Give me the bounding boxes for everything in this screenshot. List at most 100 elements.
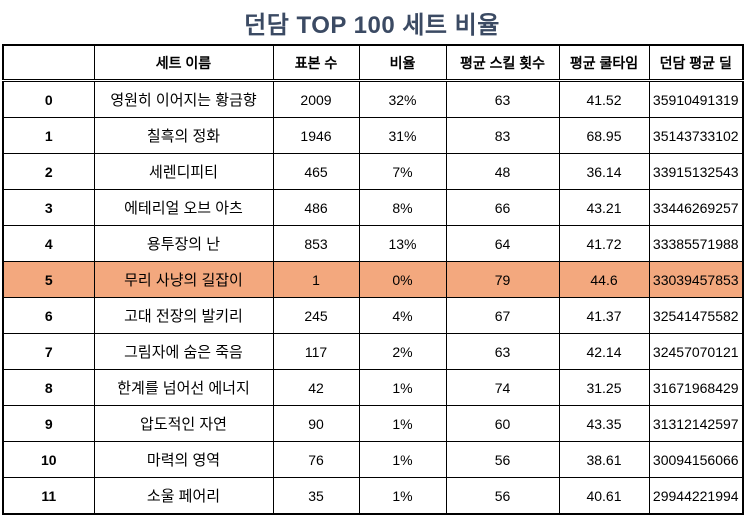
avg-cooldown-cell: 43.21 [558, 189, 650, 226]
dundam-avg-damage-cell: 29944221994 [648, 477, 744, 515]
set-name-cell: 압도적인 자연 [93, 405, 274, 442]
avg-cooldown-cell: 41.52 [558, 80, 650, 118]
ratio-cell: 1% [358, 477, 447, 515]
row-index: 9 [2, 405, 95, 442]
avg-skill-count-cell: 79 [445, 261, 560, 298]
ratio-cell: 8% [358, 189, 447, 226]
set-name-cell: 한계를 넘어선 에너지 [93, 369, 274, 406]
column-header-set-name: 세트 이름 [93, 44, 274, 82]
set-name-cell: 영원히 이어지는 황금향 [93, 80, 274, 118]
avg-cooldown-cell: 41.37 [558, 297, 650, 334]
row-index: 0 [2, 80, 95, 118]
avg-skill-count-cell: 67 [445, 297, 560, 334]
sample-count-cell: 117 [272, 333, 360, 370]
dundam-avg-damage-cell: 31671968429 [648, 369, 744, 406]
row-index: 1 [2, 117, 95, 154]
dundam-avg-damage-cell: 33039457853 [648, 261, 744, 298]
avg-cooldown-cell: 44.6 [558, 261, 650, 298]
avg-cooldown-cell: 36.14 [558, 153, 650, 190]
ratio-cell: 1% [358, 441, 447, 478]
ratio-cell: 31% [358, 117, 447, 154]
dundam-avg-damage-cell: 33385571988 [648, 225, 744, 262]
table-header-row: 세트 이름 표본 수 비율 평균 스킬 횟수 평균 쿨타임 던담 평균 딜 [2, 44, 744, 82]
column-header-avg-skill-count: 평균 스킬 횟수 [445, 44, 560, 82]
table-row: 10 마력의 영역 76 1% 56 38.61 30094156066 [2, 441, 744, 478]
row-index: 4 [2, 225, 95, 262]
avg-skill-count-cell: 56 [445, 477, 560, 515]
column-header-ratio: 비율 [358, 44, 447, 82]
table-row: 11 소울 페어리 35 1% 56 40.61 29944221994 [2, 477, 744, 515]
avg-cooldown-cell: 40.61 [558, 477, 650, 515]
sample-count-cell: 1 [272, 261, 360, 298]
avg-cooldown-cell: 31.25 [558, 369, 650, 406]
row-index: 11 [2, 477, 95, 515]
avg-cooldown-cell: 41.72 [558, 225, 650, 262]
set-name-cell: 소울 페어리 [93, 477, 274, 515]
row-index: 3 [2, 189, 95, 226]
dundam-avg-damage-cell: 33915132543 [648, 153, 744, 190]
table-row: 5 무리 사냥의 길잡이 1 0% 79 44.6 33039457853 [2, 261, 744, 298]
sample-count-cell: 486 [272, 189, 360, 226]
sample-count-cell: 42 [272, 369, 360, 406]
table-row: 7 그림자에 숨은 죽음 117 2% 63 42.14 32457070121 [2, 333, 744, 370]
column-header-avg-cooldown: 평균 쿨타임 [558, 44, 650, 82]
dundam-avg-damage-cell: 33446269257 [648, 189, 744, 226]
row-index: 7 [2, 333, 95, 370]
sample-count-cell: 2009 [272, 80, 360, 118]
dundam-avg-damage-cell: 32457070121 [648, 333, 744, 370]
avg-skill-count-cell: 66 [445, 189, 560, 226]
table-row: 1 칠흑의 정화 1946 31% 83 68.95 35143733102 [2, 117, 744, 154]
avg-skill-count-cell: 60 [445, 405, 560, 442]
avg-cooldown-cell: 42.14 [558, 333, 650, 370]
ratio-cell: 13% [358, 225, 447, 262]
avg-cooldown-cell: 43.35 [558, 405, 650, 442]
set-name-cell: 고대 전장의 발키리 [93, 297, 274, 334]
sample-count-cell: 245 [272, 297, 360, 334]
sample-count-cell: 1946 [272, 117, 360, 154]
ratio-cell: 1% [358, 405, 447, 442]
set-name-cell: 에테리얼 오브 아츠 [93, 189, 274, 226]
ratio-cell: 7% [358, 153, 447, 190]
table-row: 8 한계를 넘어선 에너지 42 1% 74 31.25 31671968429 [2, 369, 744, 406]
ratio-cell: 2% [358, 333, 447, 370]
row-index: 10 [2, 441, 95, 478]
table-row: 9 압도적인 자연 90 1% 60 43.35 31312142597 [2, 405, 744, 442]
column-header-index [2, 44, 95, 82]
sample-count-cell: 465 [272, 153, 360, 190]
avg-skill-count-cell: 64 [445, 225, 560, 262]
dundam-avg-damage-cell: 30094156066 [648, 441, 744, 478]
row-index: 6 [2, 297, 95, 334]
column-header-sample-count: 표본 수 [272, 44, 360, 82]
ratio-cell: 0% [358, 261, 447, 298]
dundam-avg-damage-cell: 31312142597 [648, 405, 744, 442]
sample-count-cell: 76 [272, 441, 360, 478]
column-header-dundam-avg-damage: 던담 평균 딜 [648, 44, 744, 82]
ratio-cell: 1% [358, 369, 447, 406]
avg-skill-count-cell: 48 [445, 153, 560, 190]
table-row: 6 고대 전장의 발키리 245 4% 67 41.37 32541475582 [2, 297, 744, 334]
avg-skill-count-cell: 74 [445, 369, 560, 406]
avg-skill-count-cell: 63 [445, 333, 560, 370]
row-index: 8 [2, 369, 95, 406]
page-title: 던담 TOP 100 세트 비율 [244, 11, 500, 39]
avg-cooldown-cell: 68.95 [558, 117, 650, 154]
set-name-cell: 그림자에 숨은 죽음 [93, 333, 274, 370]
sample-count-cell: 90 [272, 405, 360, 442]
sample-count-cell: 853 [272, 225, 360, 262]
avg-skill-count-cell: 56 [445, 441, 560, 478]
table-row: 4 용투장의 난 853 13% 64 41.72 33385571988 [2, 225, 744, 262]
avg-cooldown-cell: 38.61 [558, 441, 650, 478]
set-name-cell: 칠흑의 정화 [93, 117, 274, 154]
set-name-cell: 마력의 영역 [93, 441, 274, 478]
dundam-avg-damage-cell: 35143733102 [648, 117, 744, 154]
ratio-cell: 32% [358, 80, 447, 118]
table-row: 3 에테리얼 오브 아츠 486 8% 66 43.21 33446269257 [2, 189, 744, 226]
sample-count-cell: 35 [272, 477, 360, 515]
dundam-avg-damage-cell: 32541475582 [648, 297, 744, 334]
dundam-avg-damage-cell: 35910491319 [648, 80, 744, 118]
avg-skill-count-cell: 83 [445, 117, 560, 154]
ratio-cell: 4% [358, 297, 447, 334]
table-body: 0 영원히 이어지는 황금향 2009 32% 63 41.52 35910491319 1 칠… [2, 80, 744, 515]
